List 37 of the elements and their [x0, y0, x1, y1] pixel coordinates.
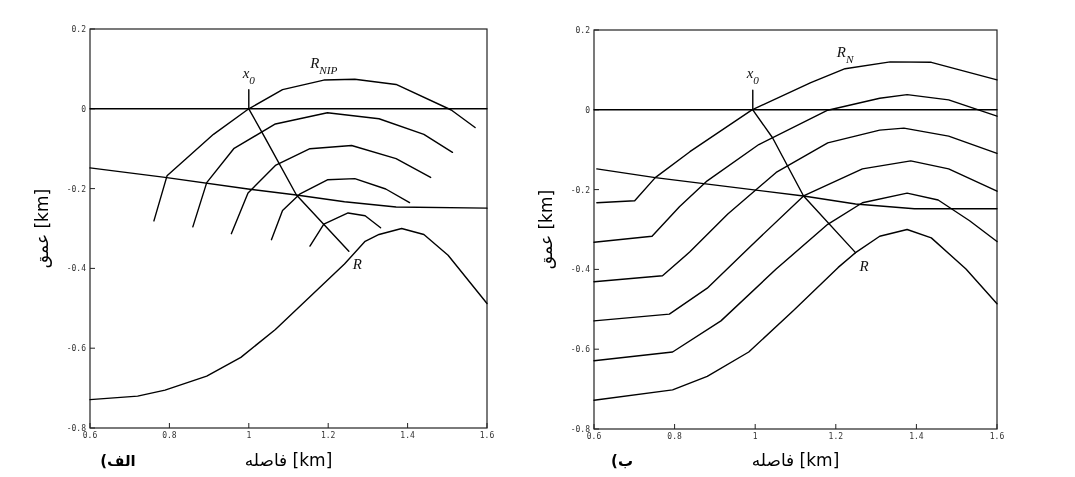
x-tick-label: 0.8: [162, 431, 177, 440]
x-tick-label: 1.6: [989, 432, 1005, 441]
annotation: R$_{N}$: [835, 43, 855, 65]
y-tick-label: -0.4: [570, 265, 591, 275]
x-tick-label: 1.2: [828, 432, 844, 441]
x-tick-label: 0.6: [586, 432, 602, 441]
annotation: x$_{0}$: [745, 65, 760, 87]
y-tick-label: -0.8: [570, 425, 591, 434]
x-tick-label: 1: [752, 432, 758, 441]
annotation: R: [858, 257, 869, 274]
y-axis-title: عمق [km]: [536, 189, 556, 270]
x-tick-label: 1.4: [909, 432, 924, 441]
annotation: R$_{NIP}$: [309, 55, 338, 77]
y-tick-label: -0.2: [570, 185, 591, 195]
y-tick-label: -0.2: [66, 184, 87, 194]
x-tick-label: 1: [246, 431, 252, 440]
y-tick-label: 0.2: [575, 26, 591, 35]
y-tick-label: 0.2: [71, 25, 87, 34]
x-axis-title: فاصله [km]: [751, 450, 840, 470]
y-axis-title: عمق [km]: [32, 188, 52, 269]
x-tick-label: 0.6: [82, 431, 98, 440]
y-tick-label: -0.6: [570, 345, 591, 355]
text: الف): [100, 452, 136, 470]
annotation: x$_{0}$: [241, 64, 256, 86]
x-tick-label: 1.6: [479, 431, 495, 440]
line-series: [89, 227, 488, 401]
y-tick-label: -0.8: [66, 424, 87, 433]
y-tick-label: -0.6: [66, 344, 87, 354]
y-tick-label: -0.4: [66, 264, 87, 274]
x-tick-label: 0.8: [667, 432, 683, 441]
x-tick-label: 1.4: [400, 431, 416, 440]
y-tick-label: 0: [585, 105, 591, 115]
annotation: R: [351, 256, 363, 273]
y-tick-label: 0: [81, 104, 87, 114]
x-axis-title: فاصله [km]: [244, 450, 333, 470]
text: ب): [611, 452, 633, 470]
x-tick-label: 1.2: [320, 431, 336, 440]
